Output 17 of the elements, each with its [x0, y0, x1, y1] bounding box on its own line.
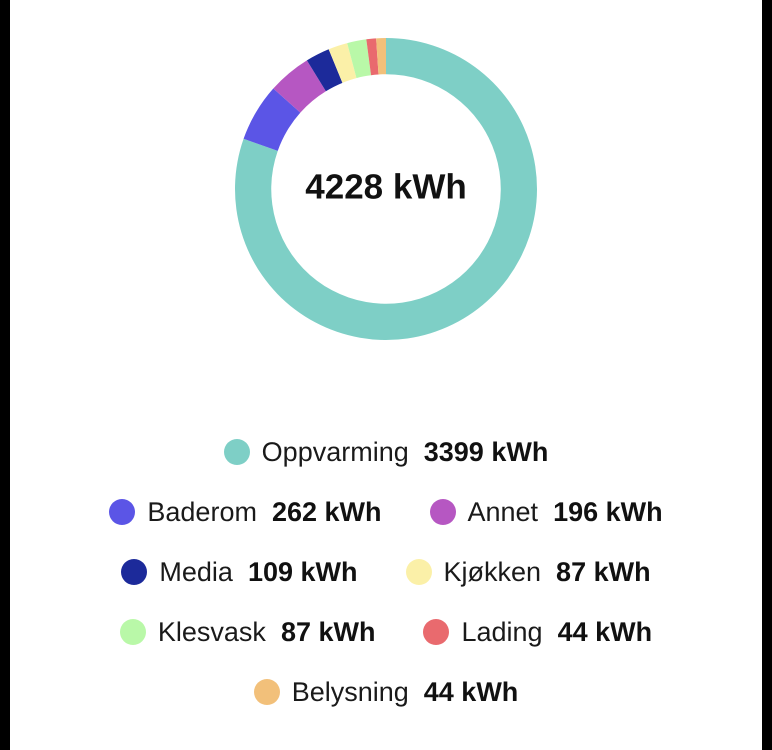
legend-label: Media — [159, 556, 233, 588]
data-label: 44 kWh — [558, 616, 652, 648]
data-label: 196 kWh — [553, 496, 663, 528]
legend-label: Kjøkken — [444, 556, 542, 588]
legend-label: Annet — [468, 496, 538, 528]
data-label: 109 kWh — [248, 556, 358, 588]
legend-label: Lading — [461, 616, 543, 648]
legend-label: Baderom — [147, 496, 257, 528]
legend-label: Klesvask — [158, 616, 266, 648]
data-label: 87 kWh — [556, 556, 651, 588]
text: 4228 kWh — [305, 168, 467, 207]
data-label: 87 kWh — [280, 616, 376, 648]
data-label: 44 kWh — [424, 676, 518, 708]
data-label: 262 kWh — [272, 496, 382, 528]
legend-label: Belysning — [292, 676, 409, 708]
legend-label: Oppvarming — [262, 436, 409, 468]
data-label: 3399 kWh — [424, 436, 548, 468]
